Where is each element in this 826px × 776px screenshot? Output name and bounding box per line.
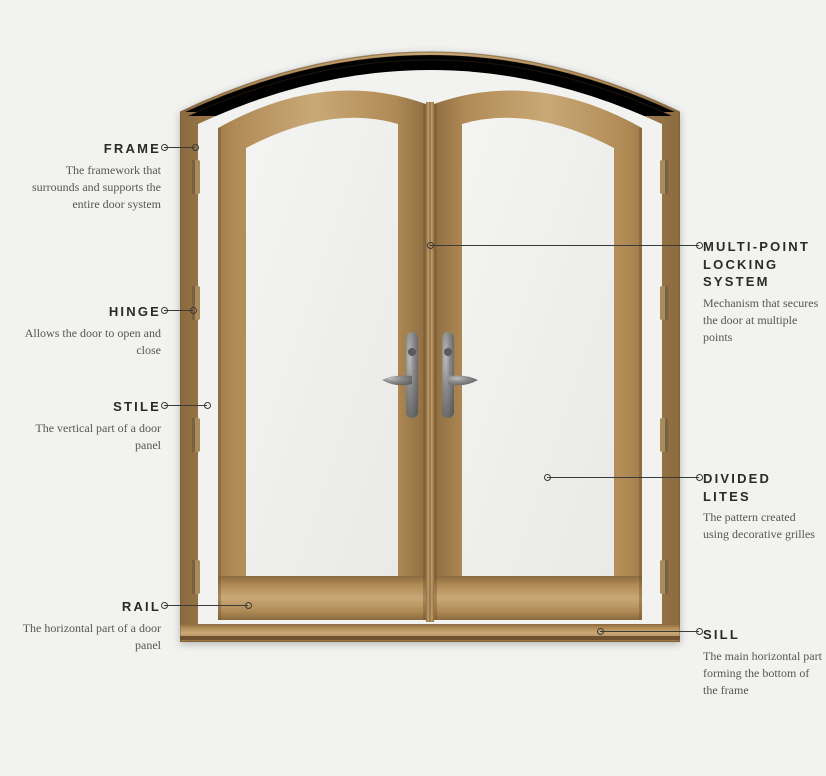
leader-hinge [164, 310, 193, 311]
callout-desc: The main horizontal part forming the bot… [703, 648, 823, 700]
callout-hinge: HINGE Allows the door to open and close [16, 303, 161, 359]
diagram-stage: FRAME The framework that surrounds and s… [0, 0, 826, 776]
leader-dot-icon [427, 242, 434, 249]
leader-dot-icon [190, 307, 197, 314]
door-panel-right [430, 32, 662, 624]
door-illustration [180, 32, 680, 642]
leader-stile [164, 405, 207, 406]
callout-desc: Mechanism that secures the door at multi… [703, 295, 823, 347]
hinge-icon [192, 286, 200, 320]
hinge-icon [660, 286, 668, 320]
callout-desc: Allows the door to open and close [16, 325, 161, 360]
callout-rail: RAIL The horizontal part of a door panel [16, 598, 161, 654]
leader-dot-icon [192, 144, 199, 151]
door-panel-left [198, 32, 430, 624]
leader-dot-icon [161, 307, 168, 314]
callout-lites: DIVIDED LITES The pattern created using … [703, 470, 826, 544]
callout-desc: The framework that surrounds and support… [16, 162, 161, 214]
hinge-icon [192, 418, 200, 452]
leader-dot-icon [696, 628, 703, 635]
callout-desc: The horizontal part of a door panel [16, 620, 161, 655]
leader-dot-icon [696, 242, 703, 249]
leader-dot-icon [204, 402, 211, 409]
callout-title: STILE [16, 398, 161, 416]
callout-multipoint: MULTI-POINT LOCKING SYSTEM Mechanism tha… [703, 238, 826, 347]
callout-sill: SILL The main horizontal part forming th… [703, 626, 826, 700]
leader-lites [547, 477, 699, 478]
leader-dot-icon [696, 474, 703, 481]
leader-multipoint [430, 245, 699, 246]
leader-sill [600, 631, 699, 632]
hinge-icon [192, 560, 200, 594]
leader-frame [164, 147, 195, 148]
hinge-icon [660, 160, 668, 194]
leader-dot-icon [544, 474, 551, 481]
leader-dot-icon [161, 144, 168, 151]
callout-title: FRAME [16, 140, 161, 158]
callout-frame: FRAME The framework that surrounds and s… [16, 140, 161, 214]
callout-title: MULTI-POINT LOCKING SYSTEM [703, 238, 823, 291]
callout-desc: The pattern created using decorative gri… [703, 509, 823, 544]
hinge-icon [660, 418, 668, 452]
leader-dot-icon [161, 402, 168, 409]
callout-stile: STILE The vertical part of a door panel [16, 398, 161, 454]
hinge-icon [660, 560, 668, 594]
leader-dot-icon [161, 602, 168, 609]
leader-dot-icon [245, 602, 252, 609]
leader-dot-icon [597, 628, 604, 635]
callout-title: SILL [703, 626, 823, 644]
door-svg [180, 32, 680, 642]
hinge-icon [192, 160, 200, 194]
callout-title: DIVIDED LITES [703, 470, 823, 505]
leader-rail [164, 605, 248, 606]
callout-title: HINGE [16, 303, 161, 321]
callout-title: RAIL [16, 598, 161, 616]
callout-desc: The vertical part of a door panel [16, 420, 161, 455]
